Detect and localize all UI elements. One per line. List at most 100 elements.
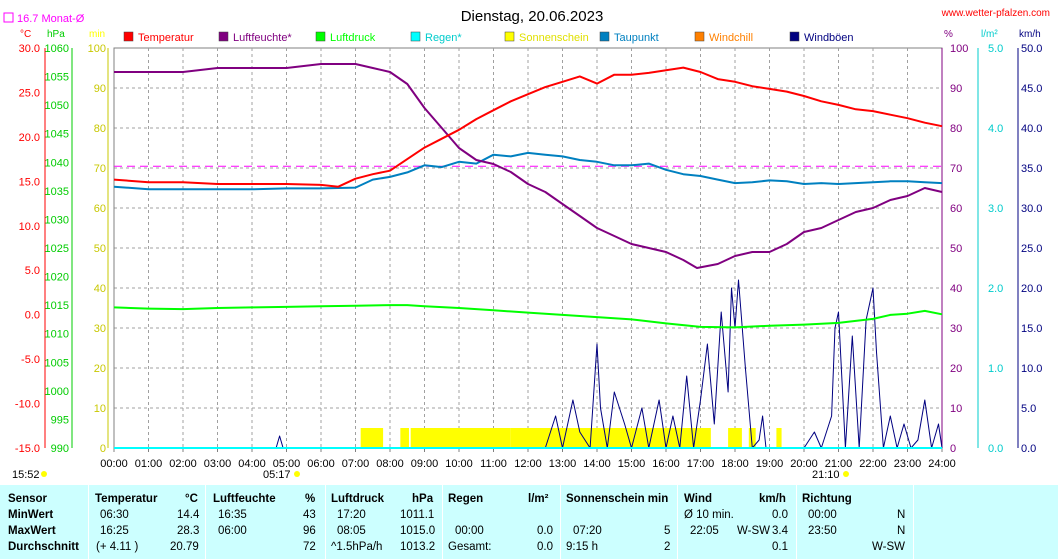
humidity-tick-label: 60 bbox=[950, 203, 962, 215]
statistics-table: Sensor Temperatur °C Luftfeuchte % Luftd… bbox=[0, 485, 1058, 559]
x-tick-label: 18:00 bbox=[721, 458, 749, 470]
header-rain: Regen bbox=[448, 493, 484, 505]
unit-hpa: hPa bbox=[47, 29, 65, 40]
min-press-value: 1011.1 bbox=[400, 509, 435, 521]
sunshine-bar bbox=[748, 428, 756, 448]
wind-tick-label: 35.0 bbox=[1021, 163, 1042, 175]
x-tick-label: 09:00 bbox=[411, 458, 439, 470]
sunshine-tick-label: 90 bbox=[94, 83, 106, 95]
temperature-tick-label: 5.0 bbox=[25, 265, 40, 277]
wind-tick-label: 15.0 bbox=[1021, 323, 1042, 335]
temperature-tick-label: -10.0 bbox=[15, 399, 40, 411]
x-tick-label: 17:00 bbox=[687, 458, 715, 470]
total-rain-label: Gesamt: bbox=[448, 541, 492, 553]
x-tick-label: 03:00 bbox=[204, 458, 232, 470]
weather-chart: 30.0 25.0 20.0 15.0 10.0 5.0 0.0 -5.0 -10.0 -15.0… bbox=[3, 8, 1050, 481]
site-link[interactable]: www.wetter-pfalzen.com bbox=[941, 8, 1050, 19]
avg-wind-value: 0.1 bbox=[772, 541, 788, 553]
x-tick-label: 07:00 bbox=[342, 458, 370, 470]
humidity-tick-label: 50 bbox=[950, 243, 962, 255]
sunshine-tick-label: 0 bbox=[100, 443, 106, 455]
humidity-tick-label: 70 bbox=[950, 163, 962, 175]
min-dir-value: N bbox=[897, 509, 906, 521]
legend-label: Sonnenschein bbox=[519, 32, 589, 44]
x-tick-label: 08:00 bbox=[376, 458, 404, 470]
row-min-label: MinWert bbox=[8, 509, 54, 521]
unit-pct: % bbox=[944, 29, 953, 40]
sunrise-icon bbox=[294, 471, 300, 477]
header-direction: Richtung bbox=[802, 493, 852, 505]
sunshine-bar bbox=[728, 428, 742, 448]
humidity-tick-label: 20 bbox=[950, 363, 962, 375]
pressure-tick-label: 1035 bbox=[45, 186, 69, 198]
legend-swatch bbox=[504, 31, 515, 42]
rain-tick-label: 3.0 bbox=[988, 203, 1003, 215]
max-rain-time: 00:00 bbox=[455, 525, 484, 537]
legend-label: Taupunkt bbox=[614, 32, 659, 44]
x-tick-label: 16:00 bbox=[652, 458, 680, 470]
max-sun-time: 07:20 bbox=[573, 525, 602, 537]
chart-axes: 30.0 25.0 20.0 15.0 10.0 5.0 0.0 -5.0 -10.0 -15.0… bbox=[15, 43, 1043, 470]
header-pressure: Luftdruck bbox=[331, 493, 385, 505]
x-tick-label: 02:00 bbox=[169, 458, 197, 470]
x-tick-label: 21:00 bbox=[825, 458, 853, 470]
sunshine-bar bbox=[400, 428, 409, 448]
temperature-tick-label: 0.0 bbox=[25, 310, 40, 322]
sunshine-tick-label: 100 bbox=[88, 43, 106, 55]
gust-line bbox=[114, 279, 943, 449]
min-hum-value: 43 bbox=[303, 509, 316, 521]
rain-tick-label: 0.0 bbox=[988, 443, 1003, 455]
legend-swatch bbox=[789, 31, 800, 42]
sunshine-tick-label: 60 bbox=[94, 203, 106, 215]
max-sun-value: 5 bbox=[664, 525, 671, 537]
sunshine-bar bbox=[776, 428, 782, 448]
month-avg-icon bbox=[3, 12, 14, 23]
rain-tick-label: 5.0 bbox=[988, 43, 1003, 55]
header-pressure-unit: hPa bbox=[412, 493, 434, 505]
x-tick-label: 20:00 bbox=[790, 458, 818, 470]
sunshine-bar bbox=[360, 428, 384, 448]
header-humidity-unit: % bbox=[305, 493, 316, 505]
max-dir-value: N bbox=[897, 525, 906, 537]
x-tick-label: 23:00 bbox=[894, 458, 922, 470]
max-wind-direction: W-SW bbox=[737, 525, 771, 537]
sunshine-tick-label: 80 bbox=[94, 123, 106, 135]
sunshine-tick-label: 10 bbox=[94, 403, 106, 415]
humidity-tick-label: 90 bbox=[950, 83, 962, 95]
x-tick-label: 24:00 bbox=[928, 458, 956, 470]
x-tick-label: 13:00 bbox=[549, 458, 577, 470]
min-temp-time: 06:30 bbox=[100, 509, 129, 521]
pressure-tick-label: 990 bbox=[51, 443, 69, 455]
header-temperature-unit: °C bbox=[185, 493, 198, 505]
pressure-tick-label: 995 bbox=[51, 414, 69, 426]
legend-label: Luftfeuchte* bbox=[233, 32, 292, 44]
x-tick-label: 14:00 bbox=[583, 458, 611, 470]
legend-label: Windböen bbox=[804, 32, 854, 44]
legend-swatch bbox=[410, 31, 421, 42]
header-wind-unit: km/h bbox=[759, 493, 786, 505]
legend-label: Regen* bbox=[425, 32, 462, 44]
max-press-time: 08:05 bbox=[337, 525, 366, 537]
row-max-label: MaxWert bbox=[8, 525, 56, 537]
humidity-tick-label: 100 bbox=[950, 43, 968, 55]
wind-tick-label: 25.0 bbox=[1021, 243, 1042, 255]
wind-tick-label: 30.0 bbox=[1021, 203, 1042, 215]
humidity-tick-label: 40 bbox=[950, 283, 962, 295]
avg-temp-delta: (+ 4.11 ) bbox=[96, 541, 139, 553]
max-hum-time: 06:00 bbox=[218, 525, 247, 537]
sunrise-label: 05:17 bbox=[263, 469, 291, 481]
avg-dir-value: W-SW bbox=[872, 541, 906, 553]
sunshine-tick-label: 40 bbox=[94, 283, 106, 295]
row-avg-label: Durchschnitt bbox=[8, 541, 79, 553]
pressure-tick-label: 1060 bbox=[45, 43, 69, 55]
pressure-tick-label: 1020 bbox=[45, 272, 69, 284]
unit-min: min bbox=[89, 29, 105, 40]
x-tick-label: 22:00 bbox=[859, 458, 887, 470]
sun-duration: 9:15 h bbox=[566, 541, 598, 553]
legend-swatch bbox=[599, 31, 610, 42]
temperature-tick-label: -5.0 bbox=[21, 354, 40, 366]
wind-tick-label: 45.0 bbox=[1021, 83, 1042, 95]
wind-tick-label: 5.0 bbox=[1021, 403, 1036, 415]
temperature-tick-label: 15.0 bbox=[19, 176, 40, 188]
sunshine-bar bbox=[410, 428, 511, 448]
